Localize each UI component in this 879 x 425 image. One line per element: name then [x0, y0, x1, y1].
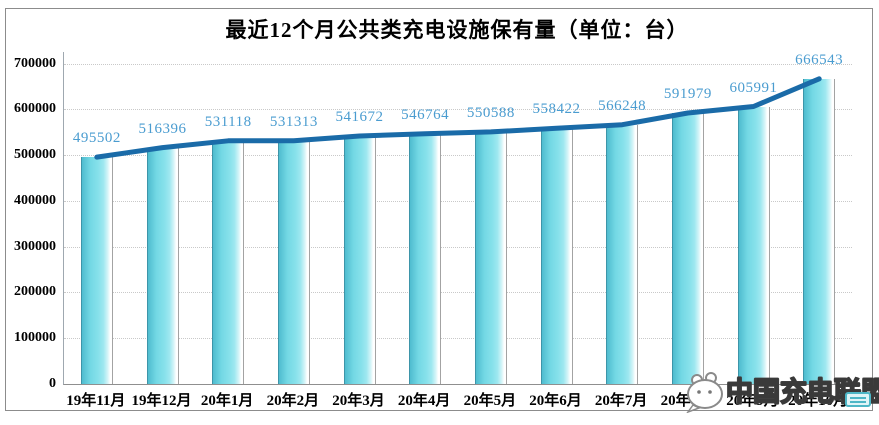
bar-20年9月	[737, 106, 770, 384]
x-tick-label-20年7月: 20年7月	[594, 393, 648, 409]
bar-value-label: 516396	[138, 120, 187, 137]
bar-20年6月	[540, 128, 573, 384]
bar-20年5月	[474, 131, 507, 384]
gridline	[64, 338, 852, 340]
x-tick-label-20年5月: 20年5月	[463, 393, 517, 409]
y-tick-label: 600000	[14, 101, 56, 117]
bar-20年10月	[803, 78, 836, 384]
chart-title: 最近12个月公共类充电设施保有量（单位：台）	[225, 18, 689, 42]
bar-20年4月	[409, 133, 442, 384]
bar-value-label: 558422	[532, 101, 581, 118]
x-tick-label-20年1月: 20年1月	[200, 393, 254, 409]
bar-20年1月	[212, 140, 245, 384]
x-tick-label-20年2月: 20年2月	[266, 393, 320, 409]
bar-20年8月	[671, 112, 704, 384]
y-tick-label: 700000	[14, 55, 56, 71]
bar-value-label: 546764	[401, 106, 450, 123]
bar-20年7月	[606, 124, 639, 384]
bar-value-label: 591979	[663, 85, 712, 102]
gridline	[64, 63, 852, 65]
gridline	[64, 246, 852, 248]
y-tick-label: 500000	[14, 147, 56, 163]
bar-value-label: 531118	[204, 113, 252, 130]
x-tick-label-20年4月: 20年4月	[397, 393, 451, 409]
y-tick-label: 400000	[14, 192, 56, 208]
bar-19年11月	[80, 157, 113, 384]
x-tick-label-19年12月: 19年12月	[131, 393, 192, 409]
y-tick-label: 200000	[14, 284, 56, 300]
bar-value-label: 531313	[269, 113, 318, 130]
x-tick-label-20年10月: 20年10月	[788, 393, 849, 409]
gridline	[64, 292, 852, 294]
bar-value-label: 666543	[795, 51, 844, 68]
bar-20年2月	[277, 140, 310, 384]
plot-area: 495502 516396 531118 531313 541672 546764 5505…	[63, 52, 852, 385]
gridline	[64, 200, 852, 202]
bar-20年3月	[343, 136, 376, 384]
x-tick-label-20年6月: 20年6月	[529, 393, 582, 409]
bar-value-label: 605991	[729, 79, 778, 96]
x-tick-label-20年3月: 20年3月	[332, 393, 385, 409]
trend-line	[94, 76, 822, 160]
y-tick-label: 0	[49, 376, 56, 391]
gridline	[64, 109, 852, 111]
bar-value-label: 541672	[335, 108, 384, 125]
bar-19年12月	[146, 147, 179, 384]
bar-value-label: 495502	[72, 130, 121, 147]
y-tick-label: 100000	[14, 330, 56, 346]
x-tick-label-19年11月: 19年11月	[66, 393, 126, 409]
trend-polyline	[94, 76, 822, 160]
y-tick-label: 300000	[14, 238, 56, 254]
gridline	[64, 155, 852, 157]
bar-value-label: 550588	[466, 104, 515, 121]
x-tick-label-20年9月: 20年9月	[726, 393, 779, 409]
bar-value-label: 566248	[598, 97, 647, 114]
